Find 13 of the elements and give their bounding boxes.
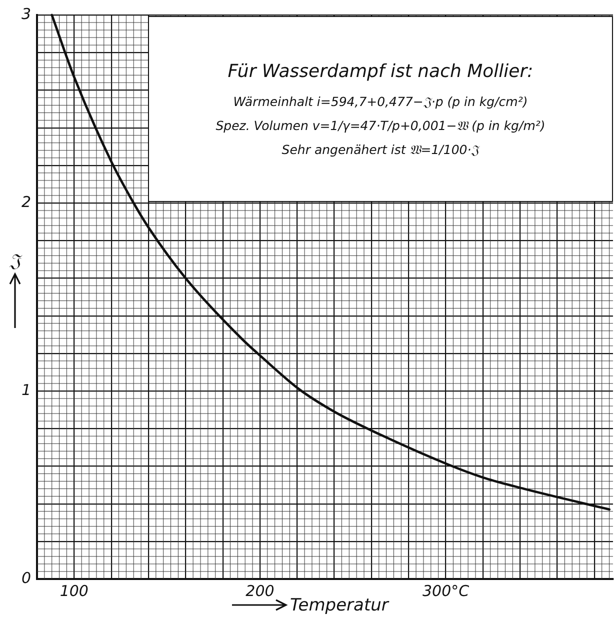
y-tick-label: 3	[21, 4, 31, 23]
annotation: Für Wasserdampf ist nach Mollier:	[226, 60, 534, 82]
annotation: Wärmeinhalt i=594,7+0,477−𝔍·p (p in kg/cm²)	[232, 94, 529, 110]
x-tick-label: 200	[246, 582, 274, 600]
y-axis-title: 𝔍	[8, 250, 22, 272]
annotation: Sehr angenähert ist 𝔚=1/100·𝔍	[280, 142, 481, 158]
y-tick-label: 2	[21, 192, 31, 211]
x-tick-label: 100	[60, 582, 88, 600]
x-tick-label: 300°C	[422, 582, 470, 600]
y-tick-label: 0	[21, 568, 31, 587]
y-tick-label: 1	[21, 380, 31, 399]
annotation: Spez. Volumen v=1/γ=47·T/p+0,001−𝔚 (p in kg/m²)	[214, 118, 546, 134]
x-axis-title: Temperatur	[290, 595, 390, 616]
